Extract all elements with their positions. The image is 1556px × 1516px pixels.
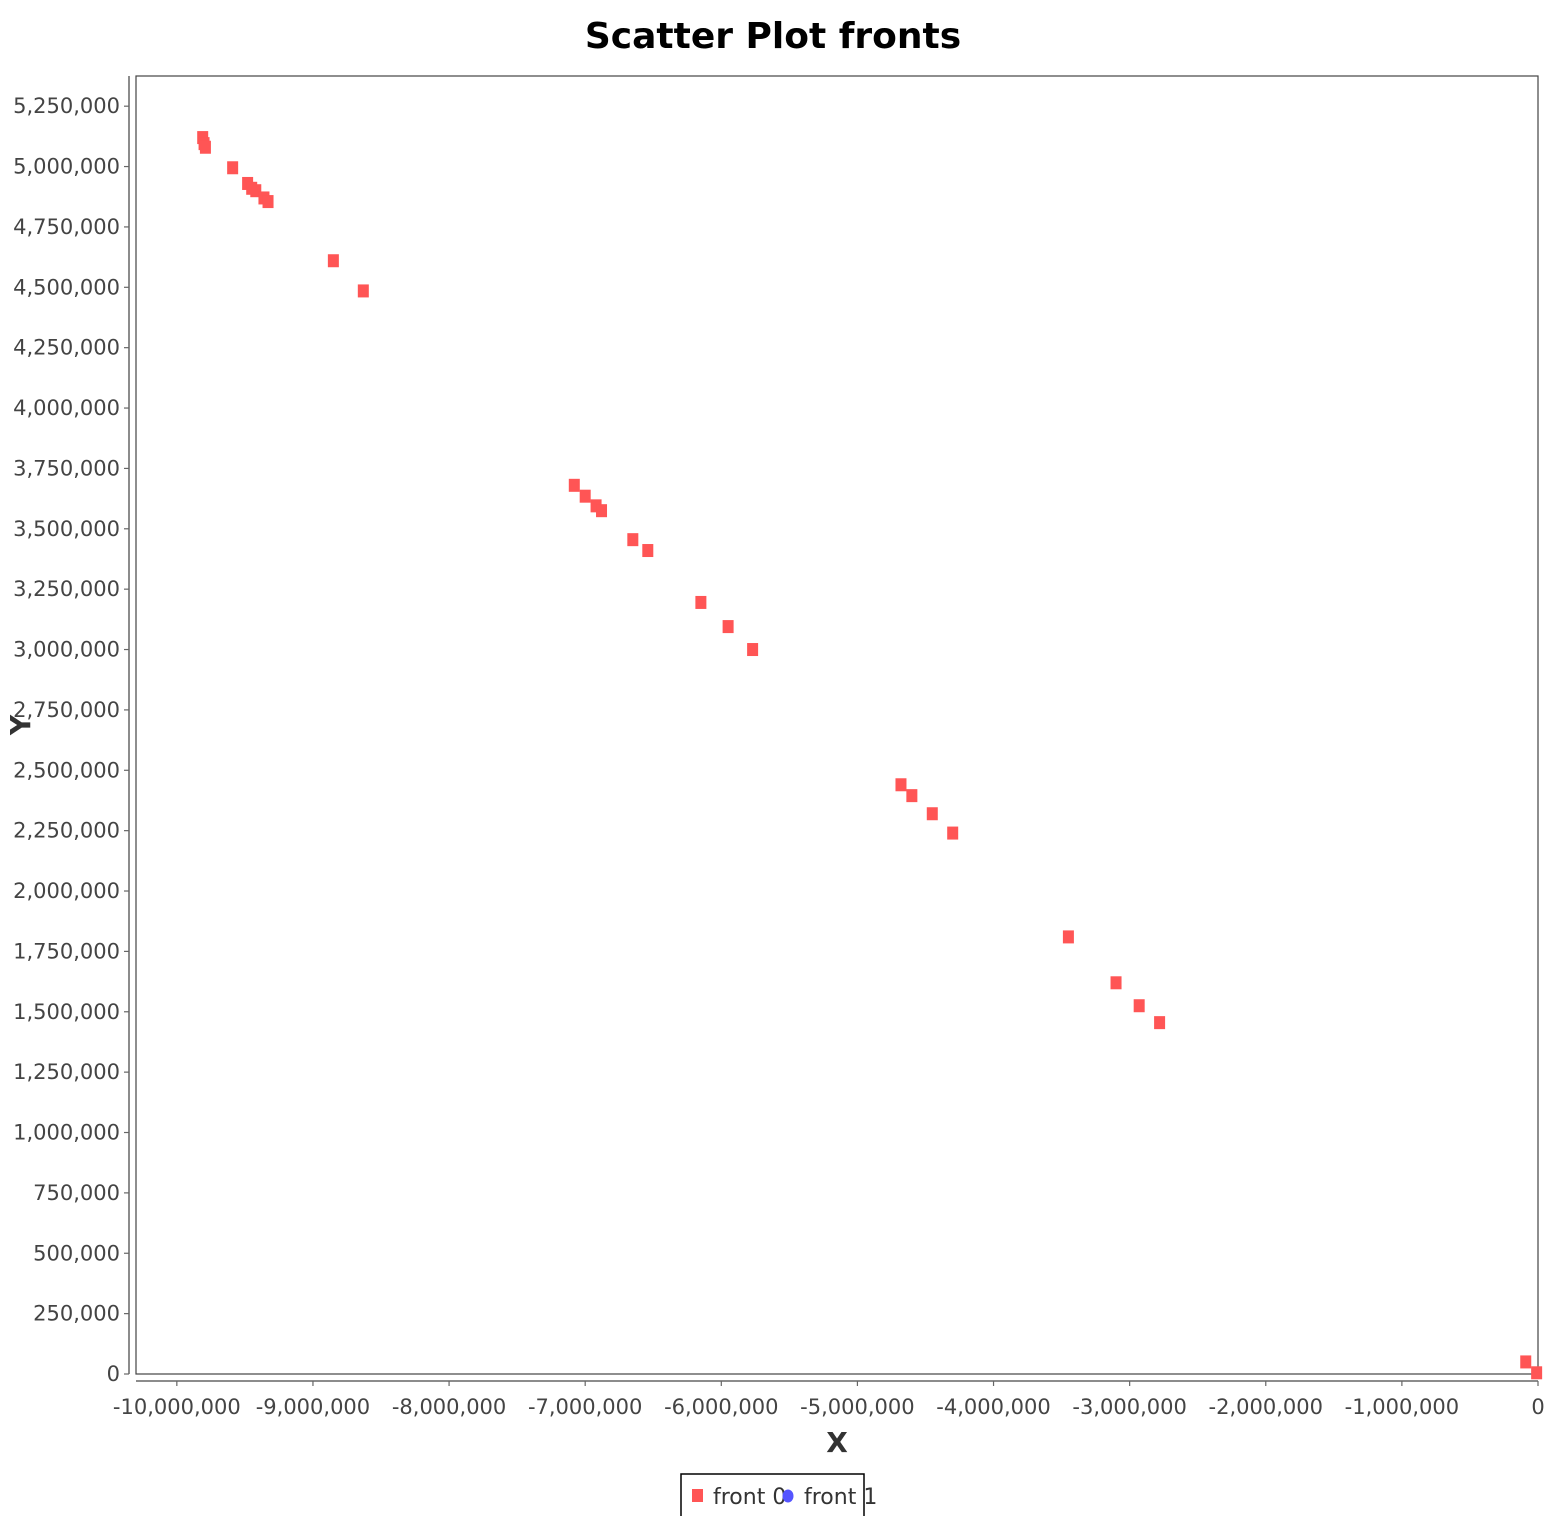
y-tick-label: 750,000	[33, 1181, 120, 1205]
point-front-0	[596, 504, 608, 518]
y-tick-label: 3,500,000	[13, 517, 120, 541]
y-tick-label: 4,000,000	[13, 396, 120, 420]
point-front-0	[568, 478, 580, 492]
y-tick-label: 1,750,000	[13, 939, 120, 963]
point-front-0	[906, 789, 918, 803]
y-tick-label: 3,750,000	[13, 456, 120, 480]
x-tick-label: -4,000,000	[936, 1395, 1050, 1419]
point-front-0	[579, 489, 591, 503]
point-front-0	[1110, 976, 1122, 990]
point-front-0	[199, 140, 211, 154]
point-front-0	[695, 595, 707, 609]
point-front-0	[357, 284, 369, 298]
y-axis-ticks: 0 250,000 500,000 750,000 1,000,000 1,250,000…	[13, 94, 129, 1386]
plot-area	[135, 75, 1539, 1375]
y-tick-label: 1,500,000	[13, 1000, 120, 1024]
point-front-0	[1154, 1016, 1166, 1030]
y-tick-label: 4,250,000	[13, 336, 120, 360]
x-tick-label: -8,000,000	[392, 1395, 506, 1419]
legend-box	[680, 1473, 865, 1516]
point-front-0	[926, 807, 938, 821]
y-tick-label: 500,000	[33, 1241, 120, 1265]
x-tick-label: -7,000,000	[528, 1395, 642, 1419]
y-tick-label: 1,000,000	[13, 1121, 120, 1145]
legend-label-front-0: front 0	[713, 1485, 786, 1510]
x-tick-label: -2,000,000	[1209, 1395, 1323, 1419]
y-tick-label: 1,250,000	[13, 1060, 120, 1084]
y-tick-label: 250,000	[33, 1302, 120, 1326]
x-tick-label: -6,000,000	[664, 1395, 778, 1419]
point-front-0	[627, 533, 639, 547]
data-points	[197, 131, 1543, 1380]
y-tick-label: 0	[107, 1362, 120, 1386]
point-front-0	[642, 544, 654, 558]
point-front-0	[327, 254, 339, 268]
point-front-0	[722, 620, 734, 634]
point-front-0	[895, 778, 907, 792]
y-axis-label: Y	[4, 714, 37, 736]
y-tick-label: 2,250,000	[13, 819, 120, 843]
legend-marker-front-0	[692, 1489, 703, 1502]
legend: front 0 front 1	[680, 1473, 877, 1516]
point-front-0	[250, 184, 262, 198]
y-tick-label: 5,250,000	[13, 94, 120, 118]
point-front-0	[1520, 1355, 1532, 1369]
point-front-0	[1133, 999, 1145, 1013]
y-tick-label: 2,000,000	[13, 879, 120, 903]
point-front-0	[947, 826, 959, 840]
y-tick-label: 4,750,000	[13, 215, 120, 239]
y-tick-label: 4,500,000	[13, 275, 120, 299]
point-front-0	[747, 643, 759, 657]
point-front-0	[1062, 930, 1074, 944]
legend-marker-front-1	[782, 1489, 794, 1503]
x-axis-ticks: -10,000,000 -9,000,000 -8,000,000 -7,000,00…	[113, 1381, 1545, 1419]
point-front-0	[1531, 1366, 1543, 1380]
x-tick-label: -1,000,000	[1345, 1395, 1459, 1419]
legend-label-front-1: front 1	[804, 1485, 877, 1510]
y-tick-label: 3,250,000	[13, 577, 120, 601]
y-tick-label: 2,750,000	[13, 698, 120, 722]
y-tick-label: 2,500,000	[13, 758, 120, 782]
y-tick-label: 5,000,000	[13, 155, 120, 179]
x-tick-label: -9,000,000	[256, 1395, 370, 1419]
point-front-0	[262, 195, 274, 209]
x-axis-label: X	[826, 1426, 848, 1459]
x-tick-label: -3,000,000	[1072, 1395, 1186, 1419]
x-tick-label: -5,000,000	[800, 1395, 914, 1419]
chart-title: Scatter Plot fronts	[585, 16, 961, 57]
x-tick-label: -10,000,000	[113, 1395, 241, 1419]
y-tick-label: 3,000,000	[13, 638, 120, 662]
x-tick-label: 0	[1531, 1395, 1544, 1419]
point-front-0	[227, 161, 239, 175]
